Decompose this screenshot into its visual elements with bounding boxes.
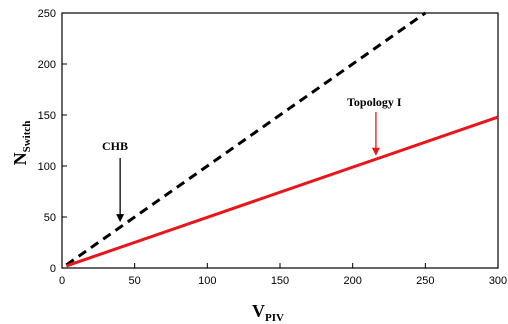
x-tick-label: 0: [59, 275, 65, 287]
y-tick-label: 150: [38, 110, 56, 122]
x-tick-label: 50: [129, 275, 141, 287]
y-tick-label: 250: [38, 8, 56, 20]
x-axis: 0 50 100 150 200 250 300: [59, 263, 507, 287]
y-axis: 0 50 100 150 200 250: [38, 8, 67, 275]
y-tick-label: 0: [50, 263, 56, 275]
y-axis-title: NSwitch: [10, 121, 33, 166]
y-axis-title-sub: Switch: [21, 121, 33, 153]
series-line-topology-i: [65, 115, 499, 268]
x-tick-label: 250: [416, 275, 434, 287]
y-tick-label: 100: [38, 161, 56, 173]
x-tick-label: 300: [489, 275, 507, 287]
x-axis-title-main: V: [252, 301, 265, 321]
series-line-chb: [65, 11, 427, 267]
y-axis-title-main: N: [10, 152, 30, 165]
annotation-arrowhead-chb: [116, 214, 125, 223]
x-axis-title: VPIV: [252, 301, 284, 324]
x-tick-label: 150: [271, 275, 289, 287]
x-tick-label: 100: [198, 275, 216, 287]
annotations: CHB Topology I: [102, 95, 402, 223]
series-group: [65, 11, 499, 268]
y-tick-label: 200: [38, 59, 56, 71]
annotation-label-topology-i: Topology I: [347, 95, 402, 109]
annotation-label-chb: CHB: [102, 139, 128, 153]
y-tick-label: 50: [44, 212, 56, 224]
annotation-arrowhead-topology-i: [371, 147, 380, 156]
x-axis-title-sub: PIV: [265, 312, 284, 324]
x-tick-label: 200: [343, 275, 361, 287]
